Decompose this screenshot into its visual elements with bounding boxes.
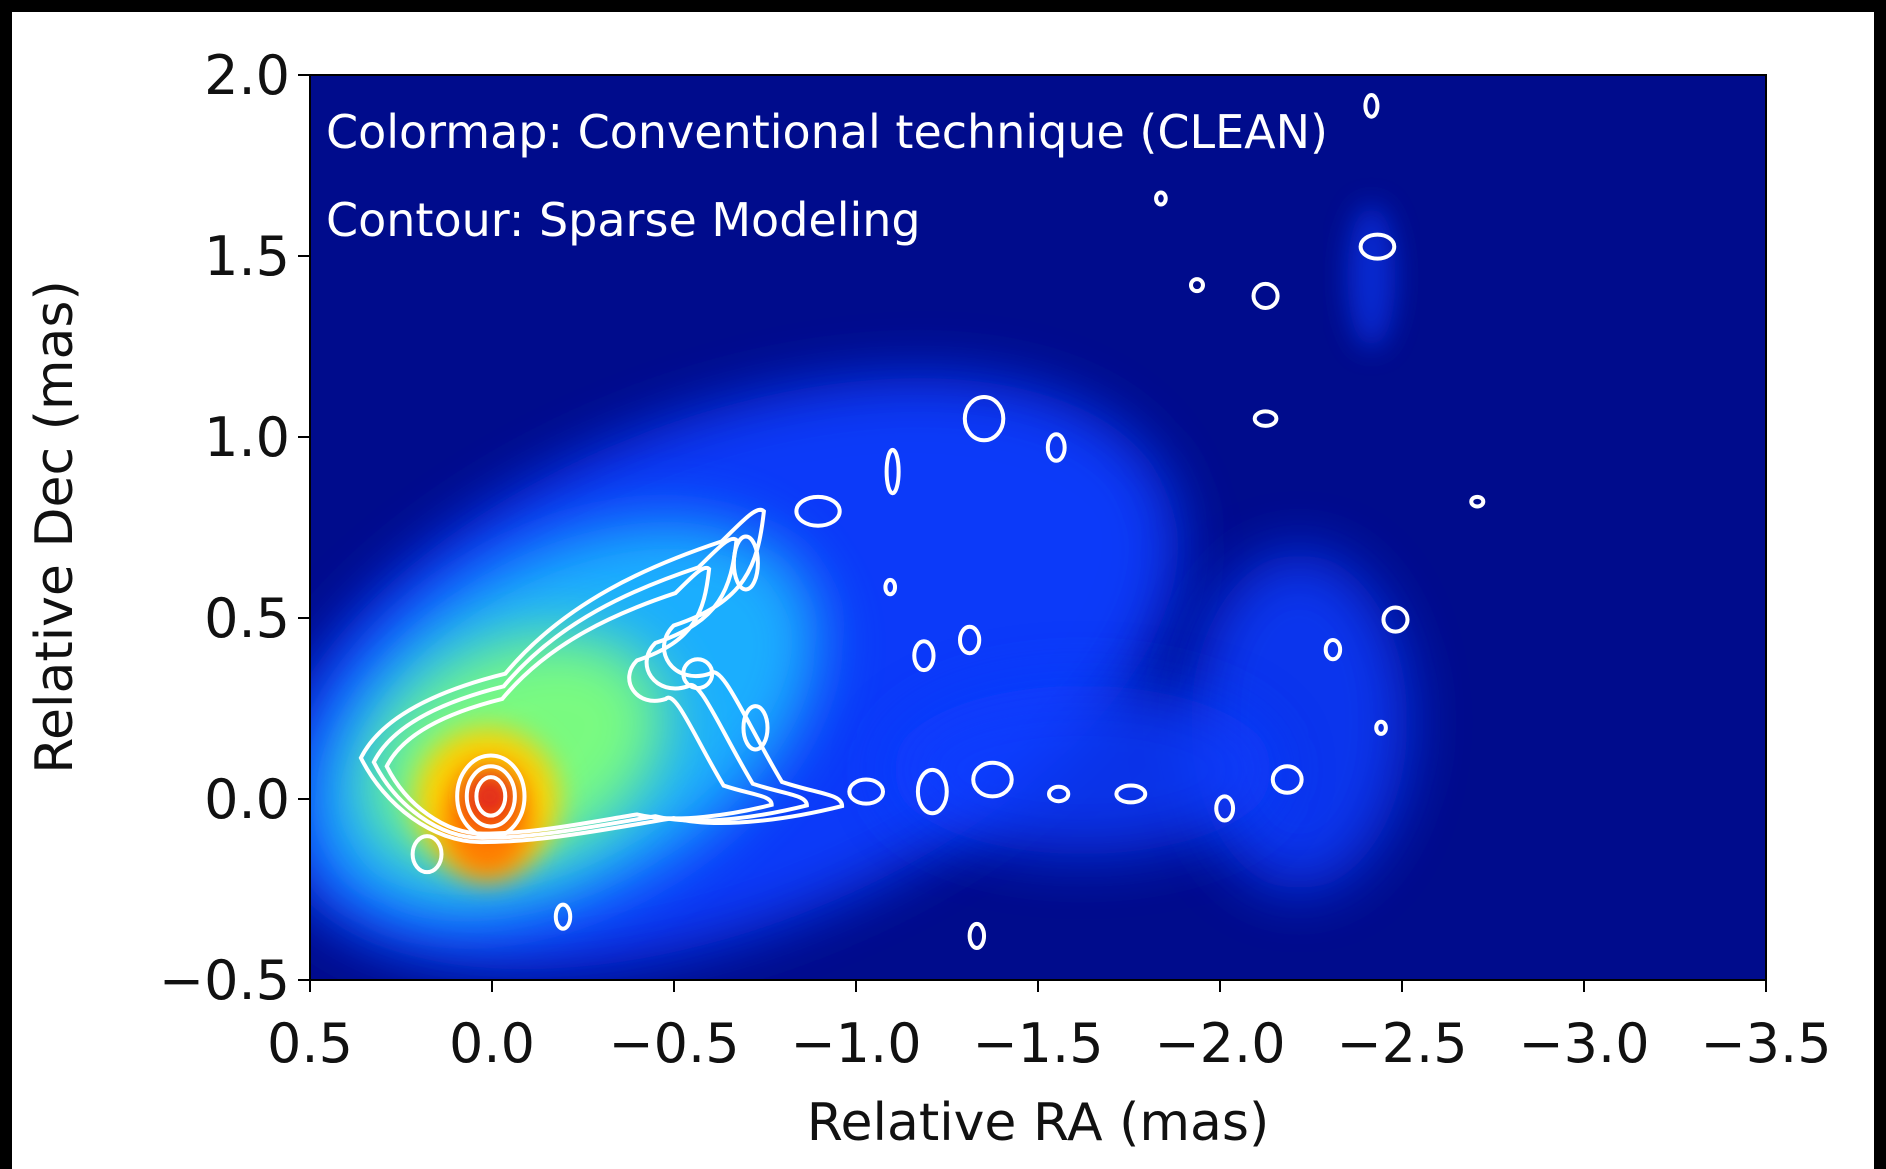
- y-axis-label: Relative Dec (mas): [25, 280, 85, 774]
- contour: [1214, 794, 1236, 823]
- y-tick-label: 0.0: [204, 768, 290, 831]
- x-axis-label: Relative RA (mas): [807, 1093, 1270, 1153]
- contour: [681, 657, 715, 691]
- contour: [553, 902, 573, 931]
- x-tick-label: −2.5: [1336, 1012, 1467, 1075]
- contours: [361, 93, 1486, 950]
- x-tick-label: 0.5: [267, 1012, 353, 1075]
- contour: [741, 704, 770, 752]
- contour: [912, 639, 936, 673]
- contour: [1363, 93, 1380, 119]
- contour: [971, 760, 1014, 799]
- contour: [915, 767, 949, 816]
- contour: [1358, 232, 1397, 261]
- x-tick-label: −2.0: [1154, 1012, 1285, 1075]
- contour: [962, 394, 1006, 443]
- contour: [1469, 494, 1486, 509]
- contour: [883, 577, 898, 597]
- plot-area: [310, 75, 1766, 980]
- x-tick-label: −1.5: [972, 1012, 1103, 1075]
- y-tick-label: −0.5: [159, 949, 290, 1012]
- x-tick-label: −3.0: [1518, 1012, 1649, 1075]
- contour: [1045, 432, 1067, 463]
- contour: [1154, 190, 1168, 207]
- x-tick-label: −0.5: [608, 1012, 739, 1075]
- contour: [1251, 281, 1280, 310]
- contour: [731, 534, 760, 592]
- contour: [957, 624, 982, 656]
- contour: [884, 447, 901, 496]
- contour: [1381, 605, 1410, 634]
- annotation: Colormap: Conventional technique (CLEAN): [326, 105, 1328, 159]
- contour: [1114, 783, 1148, 805]
- contour: [464, 764, 517, 829]
- x-tick-label: −1.0: [790, 1012, 921, 1075]
- contour: [474, 775, 508, 818]
- x-tick-label: 0.0: [449, 1012, 535, 1075]
- colormap-blob: [890, 685, 1276, 855]
- contour: [1374, 719, 1388, 736]
- contour: [1270, 764, 1304, 795]
- contour: [387, 568, 772, 834]
- contour: [410, 834, 444, 875]
- contour: [847, 777, 886, 806]
- contour: [794, 494, 842, 528]
- contour: [1047, 784, 1071, 804]
- x-tick-label: −3.5: [1700, 1012, 1831, 1075]
- y-tick-label: 2.0: [204, 44, 290, 107]
- y-tick-label: 1.0: [204, 406, 290, 469]
- contour: [1188, 277, 1205, 294]
- annotation: Contour: Sparse Modeling: [326, 193, 921, 247]
- y-tick-label: 1.5: [204, 225, 290, 288]
- contour: [1323, 637, 1343, 662]
- colormap-blob: [1347, 204, 1396, 349]
- contour: [967, 921, 987, 950]
- y-tick-label: 0.5: [204, 587, 290, 650]
- contour: [361, 510, 842, 842]
- contour: [455, 753, 527, 840]
- contour: [1252, 409, 1279, 428]
